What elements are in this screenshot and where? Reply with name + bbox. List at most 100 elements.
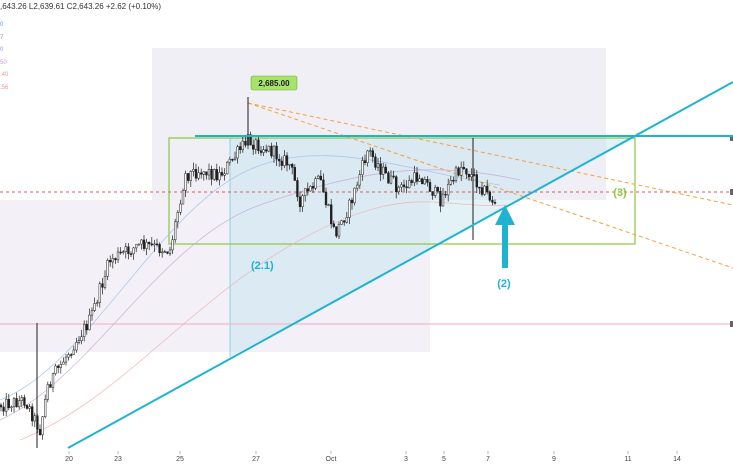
candle xyxy=(358,174,361,186)
ma-curve xyxy=(19,201,511,441)
rising-trendline xyxy=(67,81,733,449)
candle xyxy=(431,191,434,196)
candle xyxy=(384,166,387,174)
candle xyxy=(371,150,374,158)
x-tick-label: 14 xyxy=(673,456,681,463)
candle xyxy=(153,243,156,246)
candle xyxy=(408,180,411,189)
candle xyxy=(116,251,120,261)
candle xyxy=(140,239,143,245)
candle xyxy=(311,186,315,189)
price-tick xyxy=(730,321,733,327)
candle xyxy=(233,157,237,160)
candle xyxy=(327,204,330,206)
candle xyxy=(460,166,463,176)
candle xyxy=(410,180,413,183)
candle xyxy=(340,220,343,225)
candle xyxy=(218,172,221,181)
candle xyxy=(293,167,296,181)
candle xyxy=(176,212,179,223)
candle xyxy=(335,226,338,237)
candle xyxy=(319,175,322,181)
candle xyxy=(88,314,91,331)
candle xyxy=(80,336,83,342)
candle xyxy=(96,302,99,304)
candle xyxy=(51,373,55,388)
candle xyxy=(332,223,335,227)
candle xyxy=(444,193,447,196)
x-tick-label: Oct xyxy=(326,456,337,463)
candle xyxy=(278,158,281,162)
candle xyxy=(41,416,44,436)
candle xyxy=(353,187,356,204)
candle xyxy=(5,398,8,412)
candle xyxy=(103,276,107,288)
candle xyxy=(275,145,278,160)
candle xyxy=(49,384,52,388)
candle xyxy=(142,239,146,249)
candle xyxy=(470,174,473,178)
candle xyxy=(402,184,406,187)
candle xyxy=(187,173,190,181)
projection-line-lower xyxy=(247,102,733,269)
candle xyxy=(18,400,21,408)
price-tick xyxy=(730,189,733,195)
ma-curve xyxy=(0,155,501,401)
candle xyxy=(75,342,78,351)
candle xyxy=(345,217,348,223)
candle xyxy=(447,183,450,196)
x-tick-label: 7 xyxy=(486,456,490,463)
candle xyxy=(288,163,291,166)
candle xyxy=(239,146,242,150)
candle xyxy=(280,160,283,166)
candle xyxy=(10,406,13,409)
candle xyxy=(291,163,294,168)
candle xyxy=(90,310,94,316)
indicator-value: .56 xyxy=(0,84,9,91)
candle xyxy=(309,186,312,192)
candle xyxy=(20,397,23,401)
candle xyxy=(25,405,29,409)
shaded-zone xyxy=(152,48,606,200)
candle xyxy=(356,184,359,189)
candles-group xyxy=(0,97,497,448)
candle xyxy=(213,169,216,180)
range-box xyxy=(168,137,636,245)
candle xyxy=(114,258,117,261)
indicator-value: 0 xyxy=(0,47,4,53)
candle xyxy=(254,139,257,150)
candle xyxy=(285,155,289,166)
x-tick-label: 5 xyxy=(442,456,446,463)
candle xyxy=(137,243,140,246)
candle xyxy=(171,239,174,251)
candle xyxy=(249,134,252,146)
candle xyxy=(2,406,5,412)
candle xyxy=(324,191,328,206)
candle xyxy=(439,190,442,207)
candle xyxy=(124,246,127,252)
indicator-value: 50 xyxy=(0,59,7,66)
candle xyxy=(374,156,377,168)
candle xyxy=(7,398,10,409)
candle xyxy=(62,361,65,365)
candle xyxy=(31,406,34,422)
projection-line-upper xyxy=(247,102,733,206)
candle xyxy=(421,178,424,185)
candle xyxy=(161,251,164,254)
price-tick xyxy=(730,135,733,141)
candle xyxy=(397,186,400,193)
candle xyxy=(428,182,432,192)
candle xyxy=(77,340,81,343)
ohlc-readout: ,643.26 L2,639.61 C2,643.26 +2.62 (+0.10… xyxy=(0,2,162,11)
x-tick-label: 25 xyxy=(176,456,184,463)
candle xyxy=(15,398,18,408)
candle xyxy=(296,180,299,198)
candle xyxy=(145,241,148,249)
candle xyxy=(220,172,224,176)
candle xyxy=(215,169,218,181)
candle xyxy=(283,155,286,166)
candle xyxy=(478,186,481,189)
candle xyxy=(179,203,182,213)
